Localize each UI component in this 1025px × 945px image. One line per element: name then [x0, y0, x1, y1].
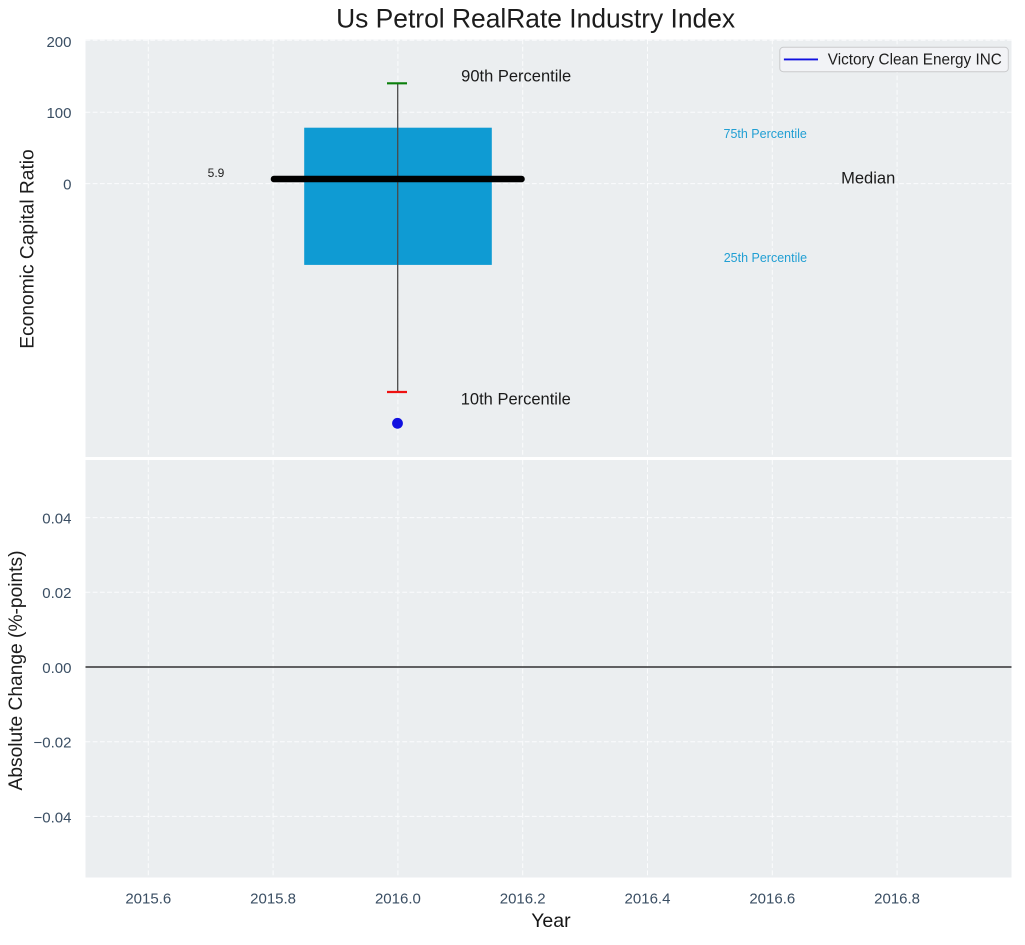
svg-text:75th Percentile: 75th Percentile — [724, 127, 807, 141]
svg-text:0.04: 0.04 — [42, 511, 71, 528]
svg-text:Victory Clean Energy INC: Victory Clean Energy INC — [828, 52, 1002, 69]
svg-text:0: 0 — [63, 177, 71, 194]
svg-text:90th Percentile: 90th Percentile — [461, 68, 571, 86]
svg-text:Year: Year — [531, 910, 571, 932]
svg-text:−0.04: −0.04 — [34, 809, 72, 826]
svg-text:2016.0: 2016.0 — [375, 891, 421, 908]
svg-text:2016.6: 2016.6 — [749, 891, 795, 908]
svg-text:200: 200 — [46, 34, 71, 51]
svg-text:−0.02: −0.02 — [34, 735, 72, 752]
svg-text:Absolute Change (%-points): Absolute Change (%-points) — [6, 551, 27, 791]
svg-text:2016.2: 2016.2 — [500, 891, 546, 908]
svg-text:Median: Median — [841, 170, 895, 188]
svg-text:2015.8: 2015.8 — [250, 891, 296, 908]
svg-text:25th Percentile: 25th Percentile — [724, 251, 807, 265]
svg-text:2016.4: 2016.4 — [625, 891, 671, 908]
svg-text:0.02: 0.02 — [42, 585, 71, 602]
svg-text:2015.6: 2015.6 — [125, 891, 171, 908]
svg-text:2016.8: 2016.8 — [874, 891, 920, 908]
svg-text:100: 100 — [46, 105, 71, 122]
svg-text:Us Petrol RealRate Industry In: Us Petrol RealRate Industry Index — [336, 4, 735, 34]
svg-text:5.9: 5.9 — [208, 166, 225, 180]
svg-text:0.00: 0.00 — [42, 660, 71, 677]
svg-text:Economic Capital Ratio: Economic Capital Ratio — [17, 149, 38, 348]
svg-text:10th Percentile: 10th Percentile — [461, 391, 571, 409]
